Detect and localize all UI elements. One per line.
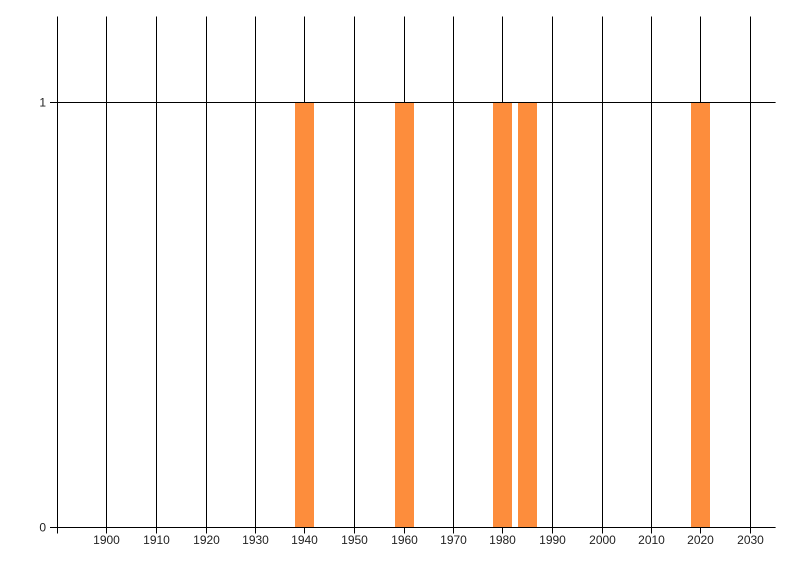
svg-text:2000: 2000: [589, 533, 616, 547]
svg-text:0: 0: [39, 521, 46, 535]
svg-text:1980: 1980: [489, 533, 516, 547]
svg-text:1940: 1940: [291, 533, 318, 547]
svg-text:1990: 1990: [539, 533, 566, 547]
svg-text:1930: 1930: [242, 533, 269, 547]
svg-text:2010: 2010: [638, 533, 665, 547]
svg-text:2030: 2030: [737, 533, 764, 547]
svg-text:1960: 1960: [391, 533, 418, 547]
svg-text:1: 1: [39, 96, 46, 110]
svg-text:1950: 1950: [341, 533, 368, 547]
svg-text:2020: 2020: [687, 533, 714, 547]
svg-text:1920: 1920: [193, 533, 220, 547]
svg-text:1900: 1900: [93, 533, 120, 547]
svg-text:1910: 1910: [143, 533, 170, 547]
svg-text:1970: 1970: [440, 533, 467, 547]
